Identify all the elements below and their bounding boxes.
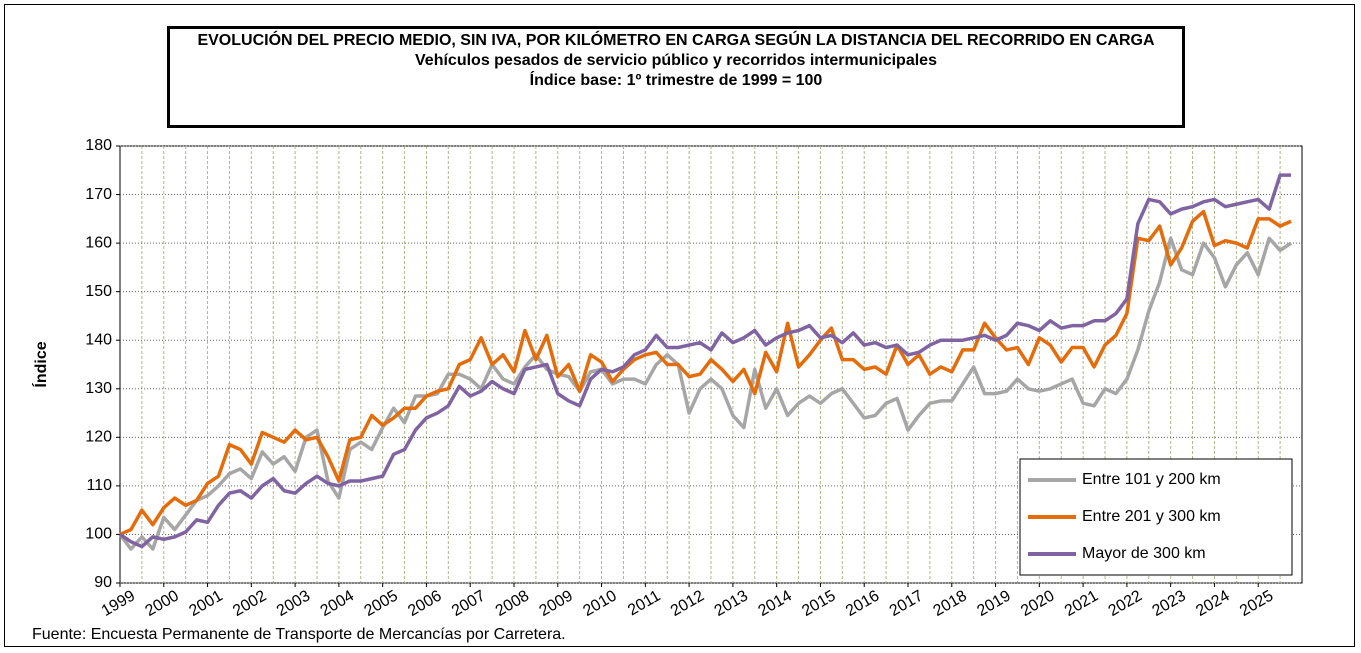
y-tick-label: 130 xyxy=(85,380,112,397)
source: Fuente: Encuesta Permanente de Transport… xyxy=(32,626,566,643)
x-tick-label: 2024 xyxy=(1193,587,1232,620)
y-tick-label: 140 xyxy=(85,331,112,348)
x-tick-label: 2005 xyxy=(361,587,400,620)
x-tick-label: 2011 xyxy=(625,587,663,619)
y-tick-label: 90 xyxy=(94,574,112,591)
x-tick-label: 1999 xyxy=(99,587,138,620)
x-tick-label: 2025 xyxy=(1237,587,1276,620)
legend-label: Entre 201 y 300 km xyxy=(1082,508,1221,525)
x-tick-label: 2012 xyxy=(668,587,707,620)
y-tick-label: 110 xyxy=(86,477,112,494)
y-tick-label: 100 xyxy=(85,526,112,543)
chart-title: EVOLUCIÓN DEL PRECIO MEDIO, SIN IVA, POR… xyxy=(197,32,1155,49)
x-tick-label: 2004 xyxy=(318,587,357,620)
x-tick-label: 2022 xyxy=(1106,587,1145,620)
legend-label: Entre 101 y 200 km xyxy=(1082,471,1221,488)
y-tick-label: 150 xyxy=(85,283,112,300)
x-tick-label: 2020 xyxy=(1018,587,1057,620)
x-tick-label: 2018 xyxy=(931,587,970,620)
x-tick-label: 2013 xyxy=(712,587,751,620)
x-tick-label: 2002 xyxy=(230,587,269,620)
series-line xyxy=(118,236,1293,551)
x-tick-label: 2009 xyxy=(537,587,576,620)
y-tick-label: 120 xyxy=(85,429,112,446)
y-tick-label: 180 xyxy=(85,137,112,154)
x-tick-label: 2008 xyxy=(493,587,532,620)
x-tick-label: 2007 xyxy=(449,587,488,620)
x-tick-label: 2010 xyxy=(580,587,619,620)
title-box: EVOLUCIÓN DEL PRECIO MEDIO, SIN IVA, POR… xyxy=(167,26,1185,128)
x-tick-label: 2015 xyxy=(799,587,838,620)
y-tick-label: 160 xyxy=(85,234,112,251)
subtitle: Índice base: 1º trimestre de 1999 = 100 xyxy=(529,72,823,89)
x-tick-label: 2023 xyxy=(1149,587,1188,620)
subtitle: Vehículos pesados de servicio público y … xyxy=(415,52,937,69)
x-tick-label: 2006 xyxy=(405,587,444,620)
x-tick-label: 2017 xyxy=(887,587,926,620)
x-tick-label: 2014 xyxy=(755,587,794,620)
x-tick-label: 2001 xyxy=(186,587,225,620)
x-tick-label: 2003 xyxy=(274,587,313,620)
series-line xyxy=(119,209,1292,537)
y-axis-label: Índice xyxy=(31,341,50,387)
x-tick-label: 2016 xyxy=(843,587,882,620)
series-line xyxy=(119,173,1292,549)
x-tick-label: 2000 xyxy=(143,587,182,620)
y-tick-label: 170 xyxy=(85,186,112,203)
x-tick-label: 2021 xyxy=(1062,587,1101,620)
x-tick-label: 2019 xyxy=(974,587,1013,620)
frame xyxy=(4,4,1355,647)
legend-label: Mayor de 300 km xyxy=(1082,545,1206,562)
